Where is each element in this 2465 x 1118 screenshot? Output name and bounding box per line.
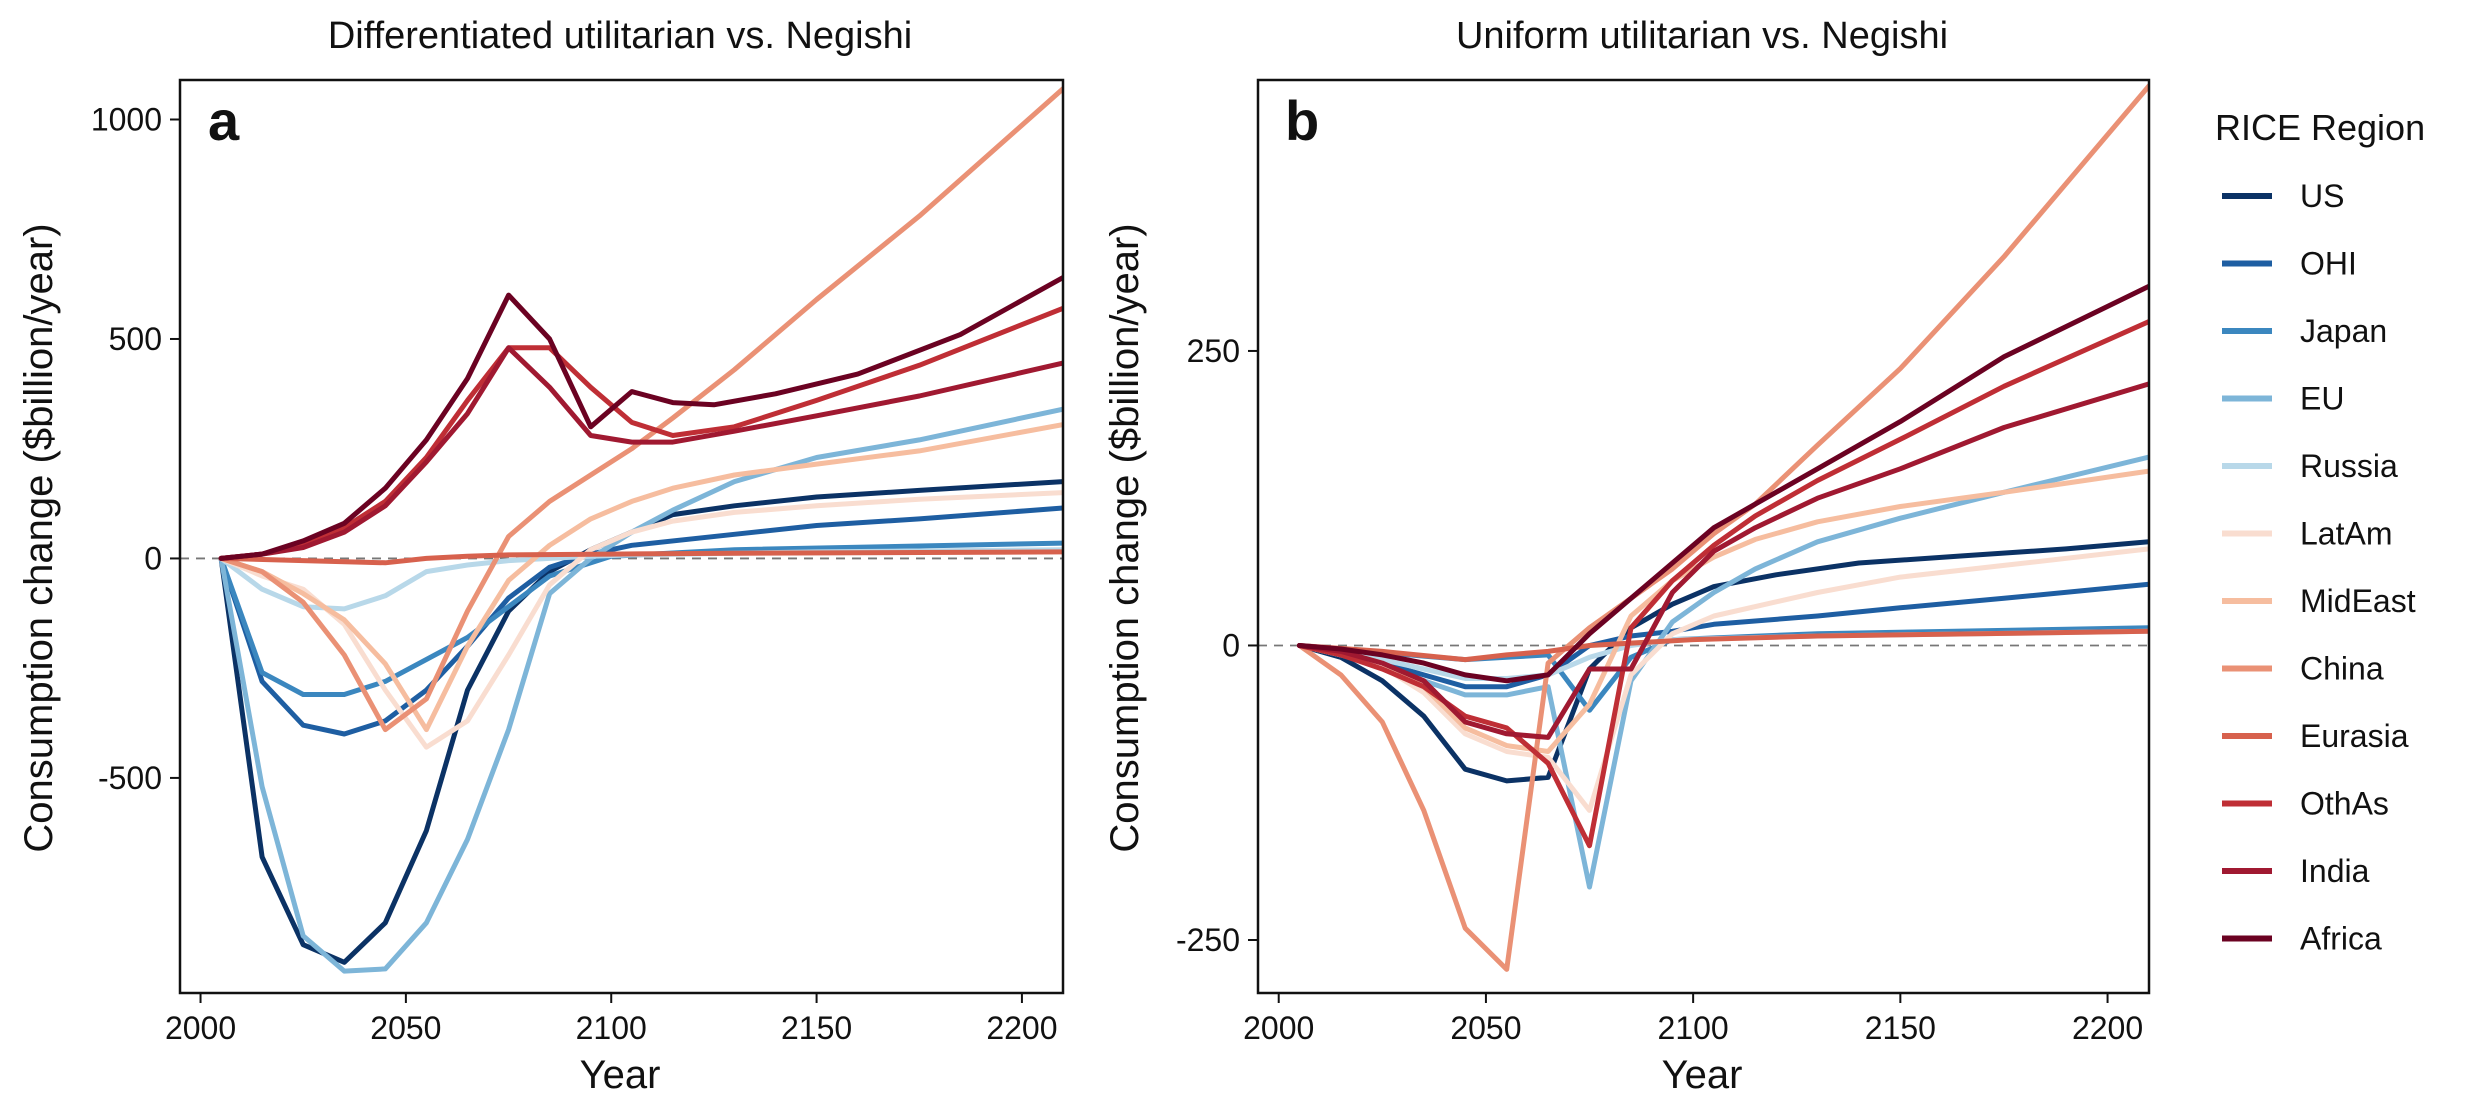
panel-b-axes: 2000 2050 2100 2150 2200 -250 0 250 [1176,333,2149,1046]
panel-b-frame [1256,78,2151,995]
legend-items: US OHI Japan EU Russia LatAm MidEast China Euras… [2222,178,2416,957]
legend-label-othas: OthAs [2300,786,2389,822]
panel-a-series-japan [218,540,1063,697]
panel-a-series-china [218,86,1063,733]
panel-a-series-eu [218,406,1063,974]
panel-b-ylabel: Consumption change ($billion/year) [1103,223,1147,852]
panel-a-ytick-label: -500 [98,760,162,796]
panel-a-series-othas [218,305,1063,561]
legend-label-latam: LatAm [2300,516,2392,552]
panel-b-ytick-label: -250 [1176,922,1240,958]
panel-b-xtick-label: 2150 [1865,1010,1936,1046]
legend-label-japan: Japan [2300,313,2387,349]
panel-a-ytick-label: 0 [144,540,162,576]
panel-a-xtick-label: 2100 [576,1010,647,1046]
panel-a-xlabel: Year [580,1053,661,1097]
panel-a: Differentiated utilitarian vs. Negishi C… [17,15,1065,1097]
panel-b-series-india [1296,381,2149,740]
panel-a-series-mideast [218,422,1063,733]
legend-label-africa: Africa [2300,921,2382,957]
panel-a-title: Differentiated utilitarian vs. Negishi [328,15,912,57]
panel-b-title: Uniform utilitarian vs. Negishi [1456,15,1948,57]
legend-label-mideast: MidEast [2300,583,2416,619]
panel-b-xlabel: Year [1662,1053,1743,1097]
legend-label-ohi: OHI [2300,246,2357,282]
panel-a-xtick-label: 2050 [370,1010,441,1046]
panel-b-letter: b [1285,89,1319,152]
legend-label-russia: Russia [2300,448,2398,484]
panel-b-xtick-label: 2200 [2072,1010,2143,1046]
panel-a-series-ohi [218,505,1063,737]
panel-a-frame [178,78,1065,995]
panel-b-series-us [1296,539,2149,784]
legend-title: RICE Region [2215,107,2425,148]
panel-b-series [1296,83,2149,972]
legend-label-eurasia: Eurasia [2300,718,2409,754]
panel-b-ytick-label: 0 [1222,627,1240,663]
panel-a-axes: 2000 2050 2100 2150 2200 -500 0 500 1000 [91,102,1063,1046]
panel-a-xtick-label: 2200 [986,1010,1057,1046]
panel-b-series-eurasia [1296,628,2149,663]
panel-b-xtick-label: 2100 [1658,1010,1729,1046]
panel-b-series-china [1296,83,2149,972]
legend-label-india: India [2300,853,2370,889]
panel-a-ytick-label: 1000 [91,102,162,138]
panel-a-ylabel: Consumption change ($billion/year) [17,223,61,852]
panel-a-xtick-label: 2150 [781,1010,852,1046]
panel-b-series-africa [1296,283,2149,684]
panel-b-series-othas [1296,319,2149,849]
legend: RICE Region US OHI Japan EU Russia LatAm MidEa… [2215,107,2425,957]
panel-a-xtick-label: 2000 [165,1010,236,1046]
panel-a-series-africa [218,275,1063,561]
panel-b-xtick-label: 2000 [1243,1010,1314,1046]
panel-b-ytick-label: 250 [1187,333,1240,369]
panel-a-series [218,86,1063,974]
panel-b-xtick-label: 2050 [1450,1010,1521,1046]
panel-b-series-mideast [1296,468,2149,754]
panel-a-series-india [218,345,1063,561]
panel-a-letter: a [208,89,240,152]
panel-a-series-eurasia [218,549,1063,566]
legend-label-eu: EU [2300,381,2344,417]
panel-a-ytick-label: 500 [109,321,162,357]
legend-label-us: US [2300,178,2344,214]
legend-label-china: China [2300,651,2384,687]
panel-b: Uniform utilitarian vs. Negishi Consumpt… [1103,15,2151,1097]
